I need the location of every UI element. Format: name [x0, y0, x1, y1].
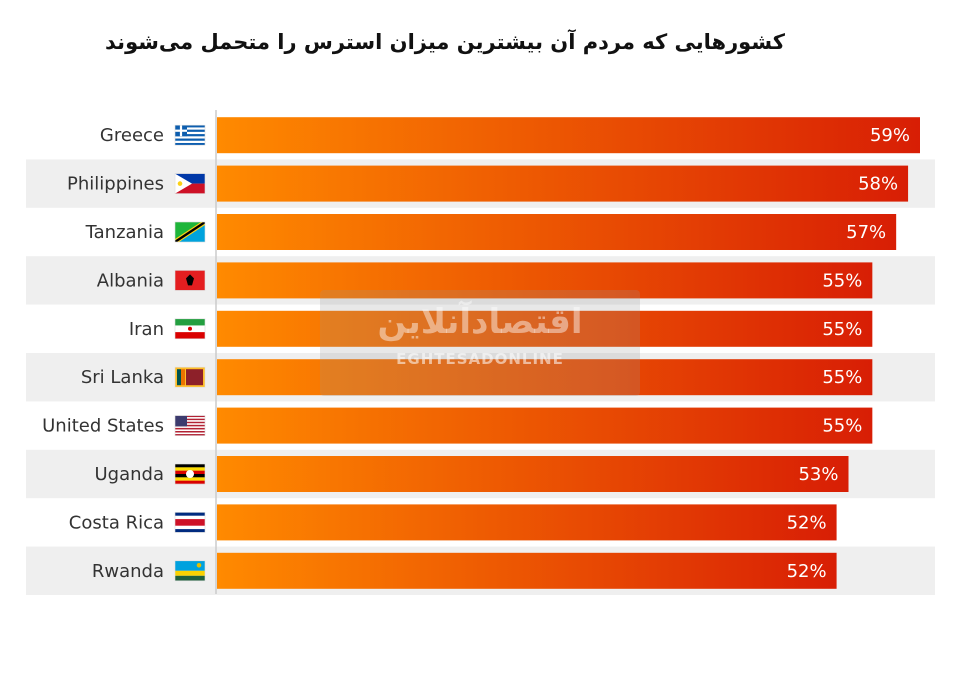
bar-sri-lanka: [217, 359, 873, 396]
value-label-tanzania: 57%: [846, 222, 886, 243]
value-label-sri-lanka: 55%: [822, 367, 862, 388]
value-label-costa-rica: 52%: [787, 512, 827, 533]
flag-uganda-icon: [174, 463, 206, 485]
value-label-rwanda: 52%: [787, 561, 827, 582]
value-label-iran: 55%: [822, 319, 862, 340]
chart-title: کشورهایی که مردم آن بیشترین میزان استرس …: [105, 30, 785, 54]
flag-iran-icon: [174, 318, 206, 340]
flag-costa-rica-icon: [174, 512, 206, 533]
bar-philippines: [217, 165, 909, 202]
category-label-united-states: United States: [42, 416, 164, 437]
category-label-tanzania: Tanzania: [85, 222, 164, 243]
flag-tanzania-icon: [174, 221, 206, 243]
watermark: اقتصادآنلاین EGHTESADONLINE: [320, 290, 640, 396]
category-labels: Greece Philippines Tanzania Albania Iran Sri …: [42, 125, 164, 582]
category-label-greece: Greece: [100, 125, 164, 146]
category-label-sri-lanka: Sri Lanka: [81, 367, 164, 388]
value-label-albania: 55%: [822, 270, 862, 291]
bar-albania: [217, 262, 873, 299]
flag-sri-lanka-icon: [174, 366, 206, 388]
bar-united-states: [217, 407, 873, 444]
bars-group: [217, 117, 920, 589]
flag-rwanda-icon: [174, 560, 206, 582]
value-labels: 59% 58% 57% 55% 55% 55% 55% 53% 52% 52%: [787, 125, 910, 582]
category-label-albania: Albania: [97, 270, 164, 291]
flag-albania-icon: [174, 270, 206, 291]
value-label-philippines: 58%: [858, 174, 898, 195]
bar-rwanda: [217, 552, 837, 589]
bar-uganda: [217, 456, 849, 492]
watermark-logo: اقتصادآنلاین: [377, 302, 583, 342]
category-label-philippines: Philippines: [67, 174, 164, 195]
category-label-rwanda: Rwanda: [92, 561, 164, 582]
bar-iran: [217, 310, 873, 347]
value-label-united-states: 55%: [822, 416, 862, 437]
flag-philippines-icon: [174, 173, 206, 194]
bar-greece: [217, 117, 920, 154]
watermark-text: EGHTESADONLINE: [396, 350, 564, 368]
category-label-costa-rica: Costa Rica: [69, 512, 164, 533]
flag-united-states-icon: [174, 415, 206, 436]
flags-group: [174, 124, 206, 582]
value-label-greece: 59%: [870, 125, 910, 146]
bar-tanzania: [217, 214, 897, 250]
bar-costa-rica: [217, 504, 837, 541]
value-label-uganda: 53%: [798, 464, 838, 485]
flag-greece-icon: [174, 124, 206, 146]
category-label-uganda: Uganda: [95, 464, 165, 485]
category-label-iran: Iran: [129, 319, 164, 340]
